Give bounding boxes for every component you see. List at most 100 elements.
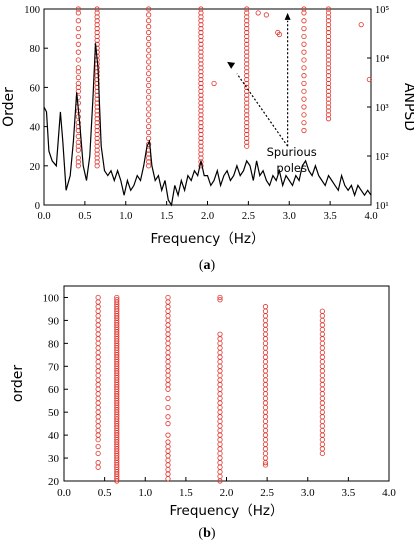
pole-marker xyxy=(165,395,171,402)
pole-marker xyxy=(301,6,307,12)
pole-marker xyxy=(325,108,332,114)
pole-marker xyxy=(198,127,204,134)
pole-marker xyxy=(319,446,325,452)
pole-marker xyxy=(217,464,223,470)
pole-marker xyxy=(325,33,332,40)
annotation-text-line2: poles xyxy=(276,161,307,175)
pole-marker xyxy=(198,10,204,16)
pole-marker xyxy=(95,377,101,383)
pole-marker xyxy=(262,409,269,415)
pole-marker xyxy=(319,437,325,443)
pole-marker xyxy=(165,443,171,450)
pole-marker xyxy=(95,437,101,443)
pole-marker xyxy=(94,6,100,12)
y-tick-label-b: 80 xyxy=(48,338,60,350)
y-axis-label-b: order xyxy=(10,365,26,403)
pole-marker xyxy=(319,423,325,429)
pole-marker xyxy=(146,94,152,100)
pole-marker xyxy=(319,349,325,356)
pole-marker xyxy=(198,53,204,59)
x-axis-label-b: Frequency（Hz） xyxy=(170,503,284,519)
pole-marker xyxy=(165,340,171,346)
pole-marker xyxy=(165,349,171,356)
pole-marker xyxy=(198,100,204,106)
pole-marker xyxy=(217,349,223,356)
plot-frame-b xyxy=(63,285,390,482)
x-tick-label-a: 0.5 xyxy=(78,211,91,222)
pole-marker xyxy=(301,10,307,16)
y-tick-label-b: 30 xyxy=(48,453,60,465)
pole-marker xyxy=(95,427,101,434)
pole-marker xyxy=(244,25,250,32)
pole-marker xyxy=(325,112,332,118)
pole-marker xyxy=(198,104,204,110)
pole-marker xyxy=(217,359,223,365)
pole-marker xyxy=(319,354,325,360)
pole-marker xyxy=(146,112,152,118)
pole-marker xyxy=(95,313,101,319)
pole-marker xyxy=(165,471,171,477)
pole-marker xyxy=(75,143,81,149)
pole-marker xyxy=(165,404,171,411)
y2-tick-label-a: 10⁵ xyxy=(375,5,390,16)
pole-marker xyxy=(198,143,204,149)
pole-marker xyxy=(262,336,269,342)
pole-marker xyxy=(301,88,307,94)
pole-marker xyxy=(114,297,120,303)
arrow-head-left xyxy=(227,61,236,69)
pole-marker xyxy=(146,135,152,141)
pole-marker xyxy=(217,340,223,346)
pole-marker xyxy=(75,49,81,55)
pole-marker xyxy=(165,354,171,360)
pole-marker xyxy=(198,131,204,138)
pole-marker xyxy=(325,76,332,83)
x-tick-label-b: 1.0 xyxy=(138,487,152,499)
pole-marker xyxy=(146,53,152,59)
pole-marker xyxy=(94,124,100,130)
pole-marker xyxy=(262,418,269,424)
pole-marker xyxy=(217,382,223,388)
x-tick-label-a: 3.5 xyxy=(324,211,337,222)
pole-marker xyxy=(95,450,101,457)
pole-marker xyxy=(165,317,171,324)
pole-marker xyxy=(325,80,332,87)
y-tick-label-a: 40 xyxy=(30,123,41,134)
y-tick-label-a: 80 xyxy=(30,44,41,55)
pole-marker xyxy=(75,10,81,16)
pole-marker xyxy=(217,331,223,337)
pole-marker xyxy=(94,29,100,36)
pole-marker xyxy=(94,127,100,134)
pole-marker xyxy=(95,299,101,305)
pole-marker xyxy=(95,386,101,392)
pole-marker xyxy=(75,33,81,40)
pole-marker xyxy=(75,155,81,161)
pole-marker xyxy=(94,73,100,79)
pole-marker xyxy=(262,359,269,365)
pole-marker xyxy=(198,49,204,55)
pole-marker xyxy=(94,159,100,165)
pole-marker xyxy=(319,372,325,379)
pole-marker xyxy=(301,18,307,24)
pole-marker xyxy=(165,363,171,369)
pole-marker xyxy=(244,37,250,43)
pole-marker xyxy=(244,135,250,141)
pole-marker xyxy=(198,112,204,118)
pole-marker xyxy=(319,340,325,346)
pole-marker xyxy=(165,345,171,351)
pole-marker xyxy=(94,151,100,157)
pole-marker xyxy=(94,22,100,28)
pole-marker xyxy=(75,88,81,94)
pole-marker xyxy=(301,33,307,40)
pole-marker xyxy=(244,124,250,130)
x-tick-label-b: 2.0 xyxy=(220,487,234,499)
pole-marker xyxy=(94,25,100,32)
pole-marker xyxy=(146,29,152,36)
pole-marker xyxy=(198,61,204,67)
pole-marker xyxy=(244,53,250,59)
pole-marker xyxy=(198,139,204,145)
y-tick-label-b: 50 xyxy=(48,407,60,419)
pole-marker xyxy=(325,96,332,102)
pole-marker xyxy=(262,441,269,447)
pole-marker xyxy=(146,47,152,53)
pole-marker xyxy=(165,382,171,388)
